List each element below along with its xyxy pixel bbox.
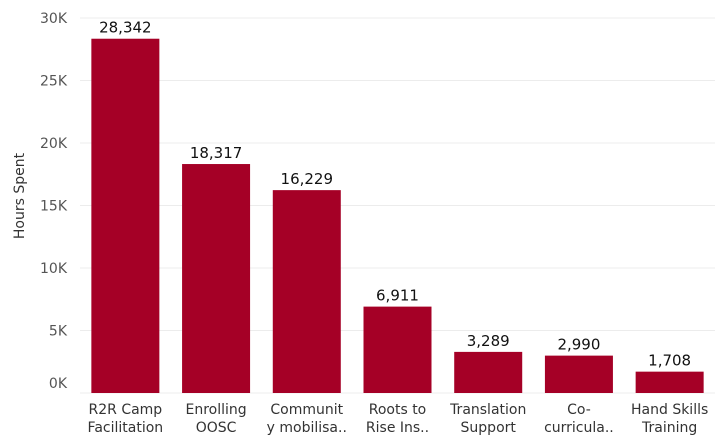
- data-label: 1,708: [648, 352, 691, 370]
- bar[interactable]: [544, 355, 613, 393]
- data-label: 3,289: [467, 332, 510, 350]
- x-category-label: Translation Support: [449, 402, 526, 436]
- y-tick-label: 0K: [49, 376, 68, 392]
- x-category-label: Co-curricula..: [544, 402, 614, 436]
- x-category-label: Hand Skills Training: [631, 402, 708, 436]
- bar[interactable]: [363, 306, 432, 393]
- bars: [91, 38, 704, 393]
- y-tick-label: 20K: [40, 136, 68, 152]
- x-axis-categories: R2R Camp Facilitation Enrolling OOSC Communi…: [88, 402, 709, 436]
- bar[interactable]: [91, 38, 160, 393]
- data-label: 6,911: [376, 287, 419, 305]
- x-category-label: R2R Camp Facilitation: [88, 402, 164, 436]
- y-tick-label: 5K: [49, 324, 68, 340]
- y-tick-label: 30K: [40, 11, 68, 27]
- data-label: 28,342: [99, 19, 152, 37]
- data-label: 16,229: [281, 170, 334, 188]
- data-label: 18,317: [190, 144, 243, 162]
- y-tick-label: 25K: [40, 74, 68, 90]
- y-tick-label: 15K: [40, 199, 68, 215]
- y-axis-label: Hours Spent: [12, 152, 28, 239]
- y-axis-ticks: 0K 5K 10K 15K 20K 25K 30K: [40, 11, 68, 392]
- x-category-label: Enrolling OOSC: [185, 402, 246, 436]
- bar[interactable]: [635, 371, 704, 393]
- bar[interactable]: [272, 190, 341, 393]
- x-category-label: Roots to Rise Ins..: [366, 402, 429, 436]
- bar[interactable]: [182, 164, 251, 393]
- data-labels: 28,342 18,317 16,229 6,911 3,289 2,990 1,708: [99, 19, 691, 370]
- y-tick-label: 10K: [40, 261, 68, 277]
- data-label: 2,990: [557, 336, 600, 354]
- bar[interactable]: [454, 351, 523, 393]
- x-category-label: Communit y mobilisa..: [267, 402, 347, 436]
